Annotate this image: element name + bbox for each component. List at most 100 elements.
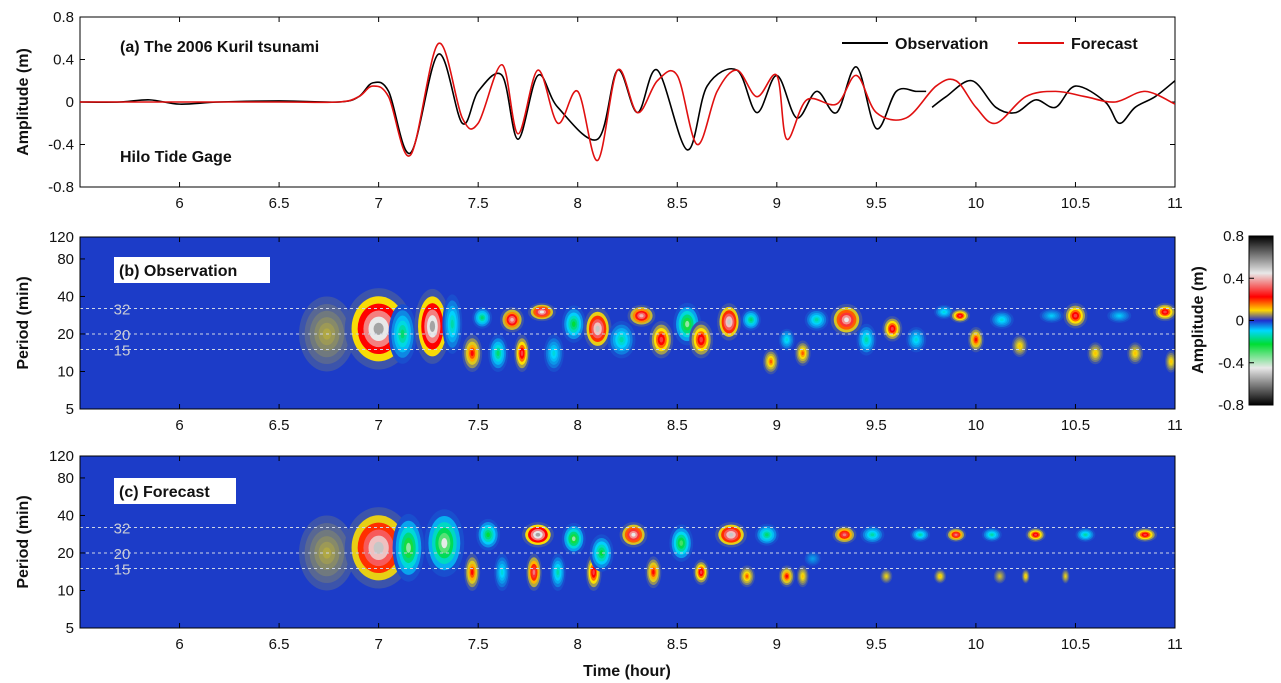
y-tick-label: 5 xyxy=(66,620,74,637)
x-tick-label: 6 xyxy=(175,195,183,212)
x-tick-label: 11 xyxy=(1167,195,1183,212)
heatmap-blob xyxy=(1061,569,1070,584)
reference-line-label: 32 xyxy=(114,302,131,319)
reference-line-label: 32 xyxy=(114,521,131,538)
y-tick-label: 40 xyxy=(57,507,74,524)
panel-b-ticks: 6 6.5 7 7.5 8 8.5 9 9.5 10 10.5 11 5 10 20 40 80 120 xyxy=(49,229,1183,434)
heatmap-blob xyxy=(1133,527,1158,542)
heatmap-blob xyxy=(527,302,556,322)
heatmap-blob xyxy=(388,304,417,364)
heatmap-blob xyxy=(715,522,747,548)
heatmap-blob xyxy=(738,565,755,588)
heatmap-blob xyxy=(934,569,947,584)
x-tick-label: 8.5 xyxy=(667,636,688,653)
heatmap-blob xyxy=(1025,527,1046,542)
heatmap-blob xyxy=(1075,527,1096,542)
reference-line-label: 20 xyxy=(114,327,131,344)
x-tick-label: 6.5 xyxy=(269,417,290,434)
heatmap-blob xyxy=(1039,308,1064,323)
heatmap-blob xyxy=(500,307,524,333)
heatmap-blob xyxy=(645,556,662,589)
heatmap-blob xyxy=(693,559,710,585)
heatmap-blob xyxy=(1087,342,1104,365)
heatmap-blob xyxy=(1011,335,1028,358)
y-tick-label: 80 xyxy=(57,470,74,487)
x-tick-label: 6.5 xyxy=(269,195,290,212)
x-tick-label: 11 xyxy=(1167,636,1183,653)
series-line-forecast xyxy=(80,42,1175,162)
x-tick-label: 8 xyxy=(574,417,582,434)
heatmap-blob xyxy=(549,553,566,592)
heatmap-blob xyxy=(906,326,927,353)
heatmap-blob xyxy=(689,320,714,359)
heatmap-blob xyxy=(561,522,586,555)
heatmap-blob xyxy=(649,320,674,359)
heatmap-blob xyxy=(794,340,811,366)
heatmap-blob xyxy=(804,308,829,331)
y-tick-label: 5 xyxy=(66,401,74,418)
x-tick-label: 11 xyxy=(1167,417,1183,434)
legend: Observation Forecast xyxy=(842,36,1138,53)
x-tick-label: 9 xyxy=(773,636,781,653)
heatmap-blob xyxy=(856,323,877,356)
heatmap-blob xyxy=(514,334,530,373)
x-tick-label: 7 xyxy=(374,417,382,434)
panel-c-ticks: 6 6.5 7 7.5 8 8.5 9 9.5 10 10.5 11 5 10 20 40 80 120 xyxy=(49,448,1183,653)
panel-b-frame xyxy=(79,236,1176,410)
x-axis-label: Time (hour) xyxy=(583,663,671,680)
colorbar-tick-label: 0.4 xyxy=(1223,270,1244,287)
legend-forecast-label: Forecast xyxy=(1071,36,1138,53)
y-tick-label: 0 xyxy=(66,94,74,111)
colorbar-tick-label: 0 xyxy=(1236,313,1244,330)
heatmap-blob xyxy=(1107,308,1132,323)
x-tick-label: 6 xyxy=(175,636,183,653)
panel-a: 6 6.5 7 7.5 8 8.5 9 9.5 10 10.5 11-0.8-0.400.40.8 … xyxy=(15,9,1183,212)
heatmap-blob xyxy=(1153,302,1175,322)
y-tick-label: 0.4 xyxy=(53,52,74,69)
heatmap-blob xyxy=(910,527,931,542)
heatmap-blob xyxy=(804,551,821,566)
heatmap-blob xyxy=(778,565,795,588)
x-tick-label: 7 xyxy=(374,636,382,653)
x-tick-label: 9.5 xyxy=(866,195,887,212)
heatmap-blob xyxy=(989,310,1014,329)
x-tick-label: 9.5 xyxy=(866,636,887,653)
series-line-observation xyxy=(931,79,1175,125)
heatmap-blob xyxy=(1127,342,1144,365)
y-tick-label: 10 xyxy=(57,363,74,380)
y-tick-label: -0.4 xyxy=(48,137,74,154)
heatmap-blob xyxy=(464,553,481,592)
x-tick-label: 10 xyxy=(968,195,985,212)
panel-a-ticks: 6 6.5 7 7.5 8 8.5 9 9.5 10 10.5 11 -0.8 -0.4 0 0.4 0.8 xyxy=(48,9,1183,212)
heatmap-blob xyxy=(543,334,564,373)
x-tick-label: 6.5 xyxy=(269,636,290,653)
x-tick-label: 7 xyxy=(374,195,382,212)
colorbar-tick-label: -0.4 xyxy=(1218,355,1244,372)
x-tick-label: 7.5 xyxy=(468,417,489,434)
x-tick-label: 8.5 xyxy=(667,195,688,212)
x-tick-label: 10.5 xyxy=(1061,195,1090,212)
reference-line-label: 15 xyxy=(114,343,131,360)
reference-line-label: 20 xyxy=(114,546,131,563)
y-tick-label: -0.8 xyxy=(48,179,74,196)
panel-b-label: (b) Observation xyxy=(119,263,237,280)
heatmap-blob xyxy=(442,294,463,354)
panel-b-blobs xyxy=(299,288,1175,375)
heatmap-blob xyxy=(981,527,1002,542)
heatmap-blob xyxy=(740,308,761,331)
heatmap-blob xyxy=(494,553,511,592)
panel-c-ylabel: Period (min) xyxy=(15,495,32,588)
x-tick-label: 8 xyxy=(574,636,582,653)
colorbar: 0.8 0.4 0 -0.4 -0.8 Amplitude (m) xyxy=(1190,228,1274,414)
heatmap-blob xyxy=(472,306,493,329)
panel-b-ylabel: Period (min) xyxy=(15,276,32,369)
heatmap-blob xyxy=(414,288,451,364)
legend-observation-label: Observation xyxy=(895,36,988,53)
x-tick-label: 9 xyxy=(773,417,781,434)
panel-c-label: (c) Forecast xyxy=(119,484,210,501)
y-tick-label: 20 xyxy=(57,326,74,343)
